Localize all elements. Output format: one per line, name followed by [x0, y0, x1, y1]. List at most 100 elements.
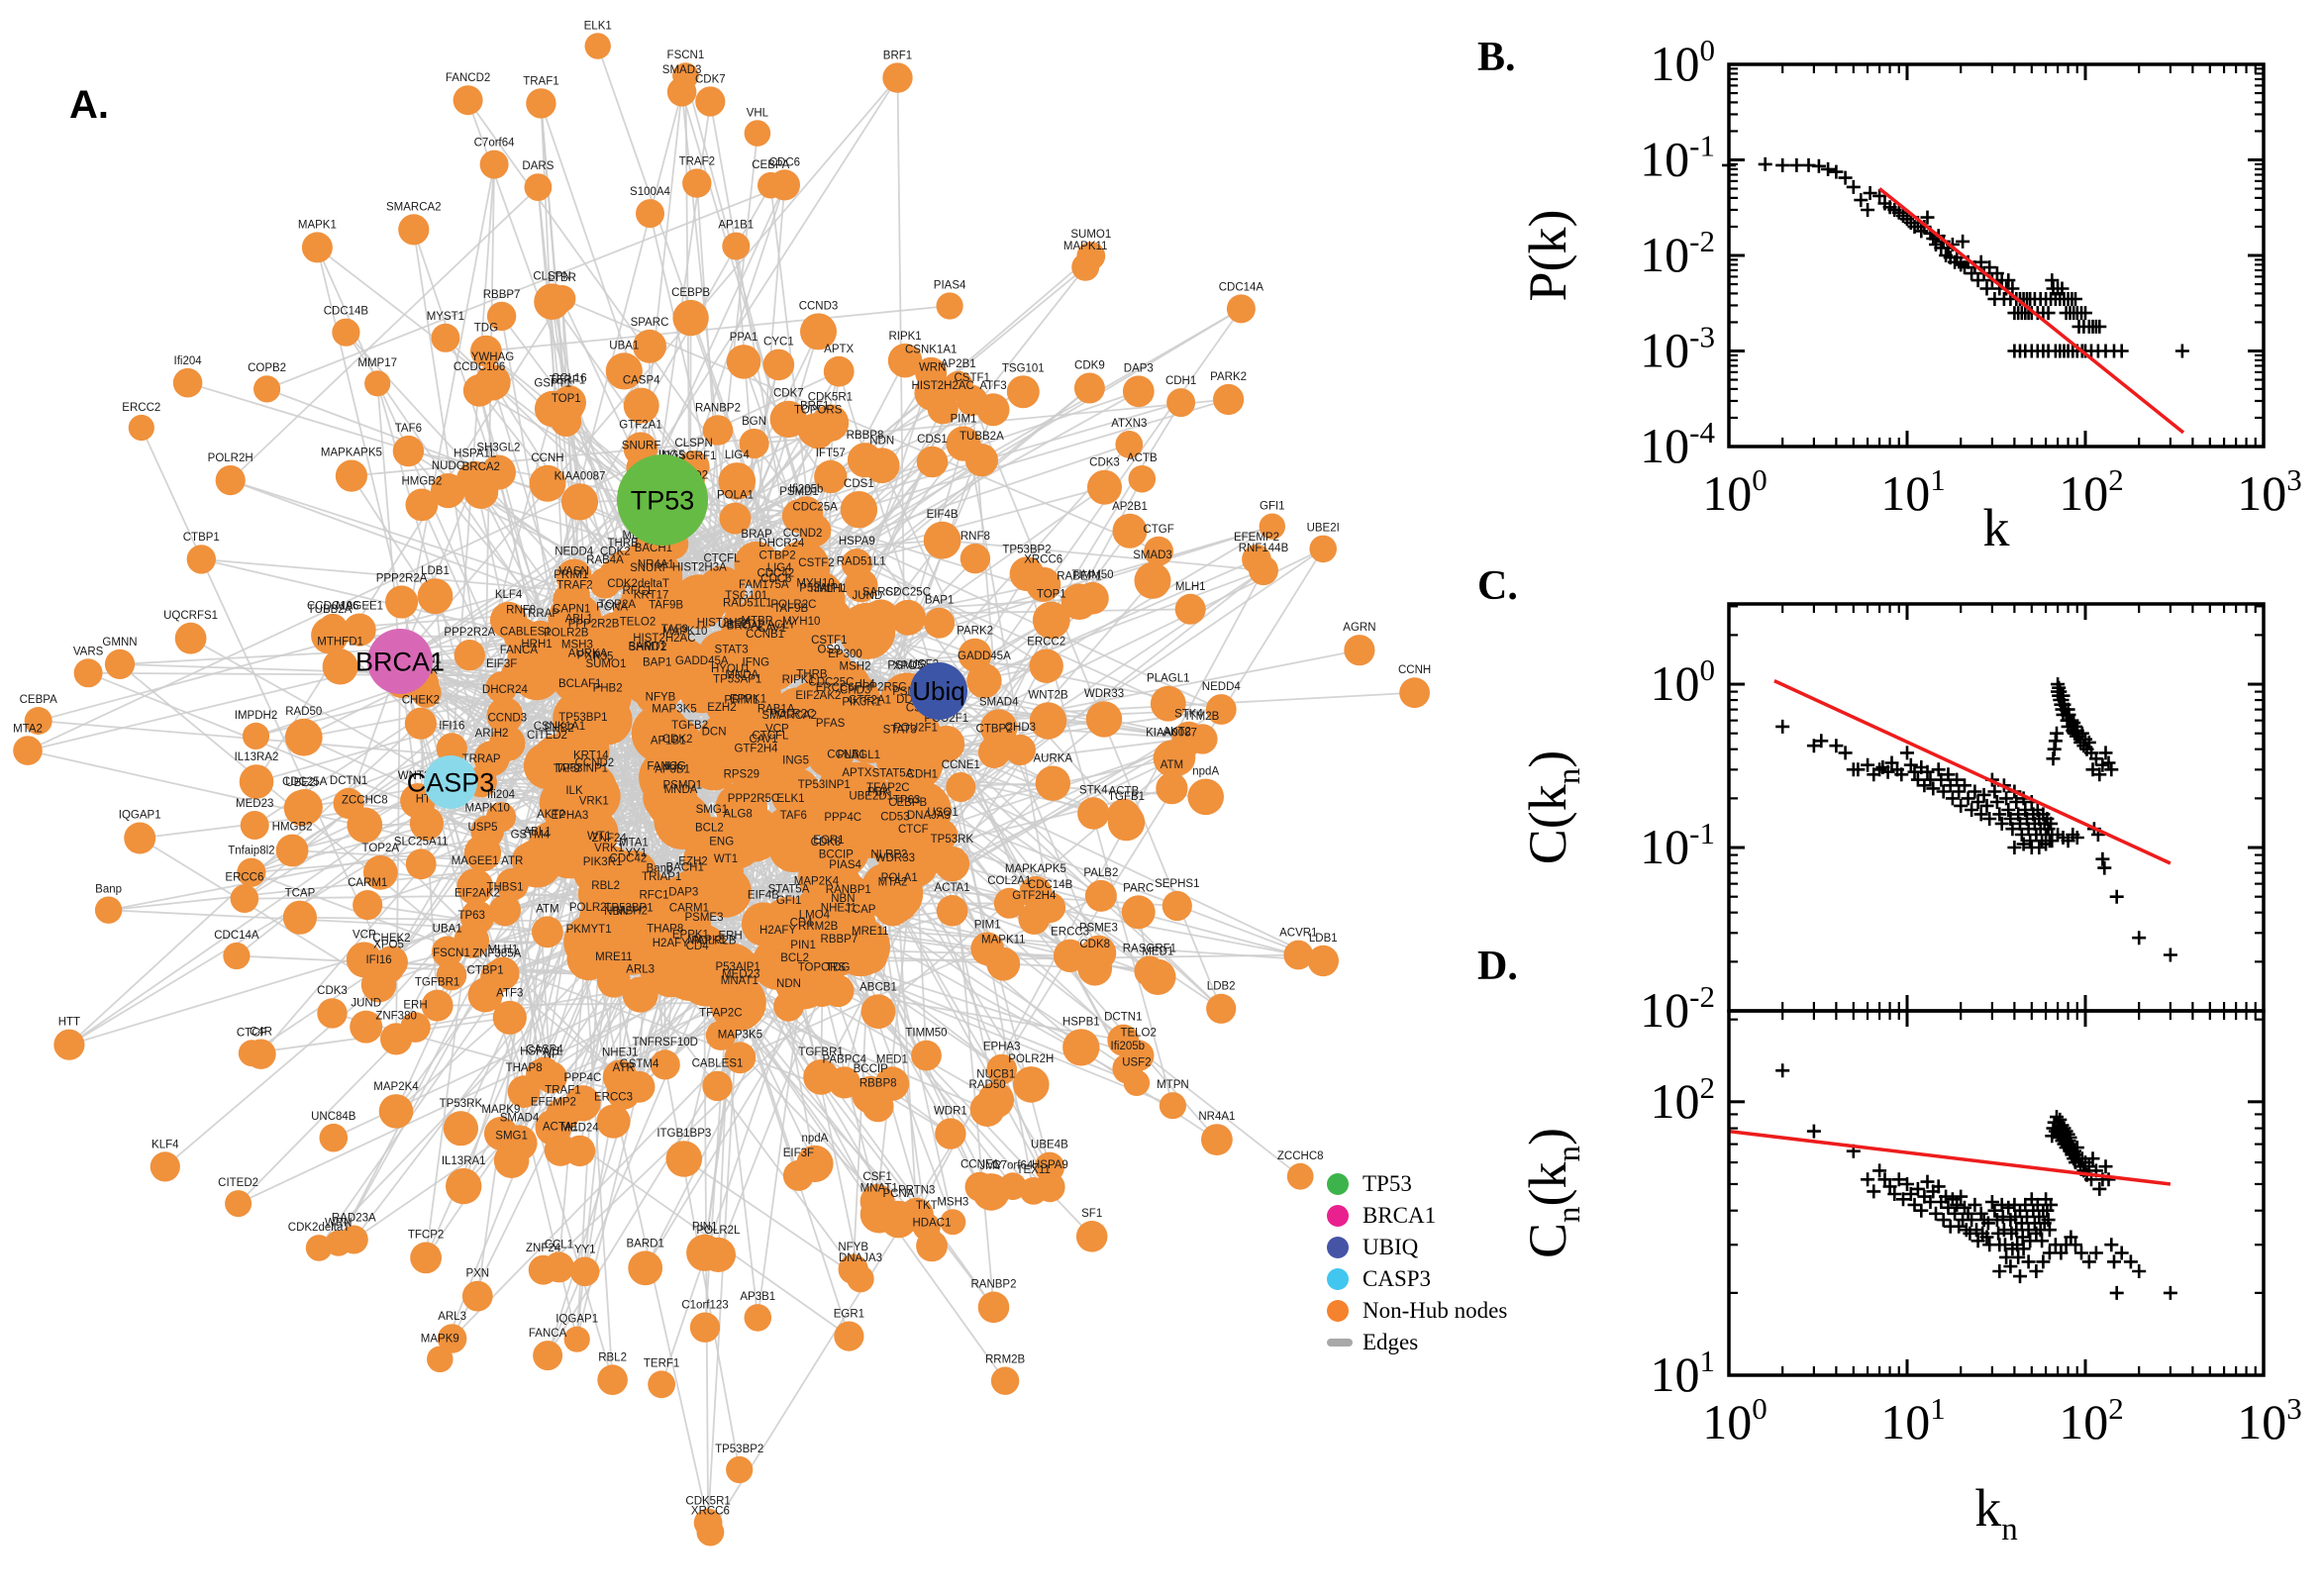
network-node-label: CCND2	[783, 528, 823, 540]
network-node-label: EGR1	[834, 1309, 864, 1321]
network-edge	[238, 971, 731, 1205]
network-node	[879, 1200, 918, 1239]
network-node-label: P35	[593, 651, 613, 663]
network-node-label: BRF1	[883, 50, 912, 61]
network-node-label: EZH2	[678, 856, 707, 868]
network-node-label: MAPK11	[981, 935, 1026, 947]
network-node-label: JMY	[979, 1160, 1002, 1172]
network-node	[763, 805, 818, 859]
network-node-label: ACLY	[766, 620, 796, 632]
network-node-label: TP53RK	[931, 834, 974, 846]
tick-label: 10-3	[1640, 320, 1715, 378]
network-node-label: BCL2	[780, 952, 809, 964]
network-node	[605, 352, 643, 390]
network-node-label: ERCC3	[1051, 927, 1089, 939]
network-node-label: WDR1	[934, 1105, 967, 1117]
network-node-label: BACH1	[666, 862, 704, 874]
network-node-label: ZNF24	[526, 1243, 561, 1254]
network-node	[723, 706, 773, 756]
network-node	[977, 1081, 1015, 1119]
network-node-label: PXN	[577, 650, 601, 662]
network-node-label: PLAGL1	[1147, 673, 1189, 685]
network-node-label: RBBP7	[821, 934, 858, 946]
scatter-points	[1775, 677, 2177, 962]
network-node	[1259, 513, 1286, 540]
network-node	[374, 946, 408, 979]
tick-label: 101	[1880, 462, 1946, 521]
network-node-label: RAD51L1	[837, 556, 886, 568]
network-node-label: TP53RK	[440, 1098, 483, 1110]
network-node	[580, 671, 632, 723]
network-node-label: ENG	[709, 836, 734, 848]
network-node	[863, 448, 900, 484]
network-node-label: UBA1	[609, 340, 639, 351]
network-node-label: THRB	[796, 669, 828, 681]
network-node-label: ZCCHC8	[342, 795, 388, 807]
network-node-label: SMAD3	[1133, 549, 1172, 561]
network-node	[1134, 561, 1171, 599]
network-node	[722, 232, 751, 260]
network-node-label: ATM	[536, 903, 558, 915]
network-node-label: GSTM4	[620, 1058, 659, 1070]
network-node	[1035, 1171, 1065, 1203]
network-node	[489, 894, 521, 927]
network-node-label: MLH1	[1175, 581, 1206, 593]
network-node	[695, 86, 726, 117]
network-node	[569, 1256, 600, 1287]
network-node-label: TNFRSF10D	[632, 1037, 697, 1048]
network-node-label: VARS	[73, 646, 104, 657]
network-node-label: STAT3	[715, 645, 749, 656]
network-node	[1283, 940, 1314, 970]
network-node-label: NP	[544, 1048, 559, 1060]
network-node-label: MSH2	[616, 905, 648, 917]
network-node-label: ELK1	[776, 793, 804, 805]
legend-dot-ubiq-icon	[1327, 1237, 1349, 1258]
network-node-label: H2AFY	[653, 938, 689, 949]
network-node	[454, 640, 485, 671]
network-node-label: Ifi205b	[789, 483, 824, 495]
network-node	[672, 62, 699, 89]
network-node-label: MSH3	[561, 639, 593, 650]
network-node-label: ILK	[664, 761, 682, 773]
network-node-label: DCTN1	[330, 775, 367, 787]
network-node	[560, 483, 599, 521]
network-node	[230, 884, 259, 913]
network-node-label: MAPK9	[421, 1334, 459, 1346]
network-node-label: MLH1	[488, 945, 519, 956]
network-node-label: CCND3	[487, 713, 527, 725]
network-node-label: ACTB	[1109, 786, 1140, 798]
network-node-label: CDK3	[1089, 457, 1120, 469]
hub-label-casp3: CASP3	[407, 767, 495, 797]
network-node-label: TFAP2C	[866, 782, 909, 794]
network-node-label: SUMO1	[1070, 229, 1111, 241]
network-node	[186, 545, 216, 574]
chart-panel-C: 100 10-1 10-2 C(kn)	[1518, 602, 2266, 1038]
network-node-label: CDS1	[844, 478, 874, 490]
network-node-label: Tnfaip8l2	[228, 846, 274, 857]
network-node	[253, 375, 281, 403]
network-node-label: KLF4	[152, 1139, 179, 1150]
network-node-label: HSPA1L	[454, 449, 497, 460]
network-node	[1029, 702, 1067, 740]
network-node-label: MTA1	[619, 838, 649, 849]
network-node	[1006, 375, 1040, 409]
network-node-label: AGRN	[1343, 622, 1375, 634]
network-node-label: Ifi205b	[1111, 1041, 1146, 1052]
network-node-label: RAB4A	[586, 554, 624, 566]
network-node	[283, 789, 321, 827]
network-node-label: FANCA	[529, 1328, 567, 1340]
network-node	[934, 846, 970, 882]
network-node-label: BRCA2	[462, 461, 500, 473]
network-node-label: C7orf64	[474, 138, 516, 150]
network-node-label: NR4A1	[1198, 1111, 1235, 1123]
network-node-label: P53AIP1	[799, 583, 844, 595]
network-node-label: EPHA3	[552, 810, 589, 822]
network-node-label: EFEMP2	[531, 1096, 576, 1108]
network-node-label: ARL3	[626, 963, 655, 975]
network-node	[486, 697, 524, 734]
network-node	[882, 62, 913, 93]
network-edge	[399, 660, 850, 926]
network-node-label: CCDC106	[307, 601, 358, 613]
network-node-label: TP53INP1	[556, 763, 608, 775]
network-node-label: CSNK1A1	[534, 721, 585, 733]
